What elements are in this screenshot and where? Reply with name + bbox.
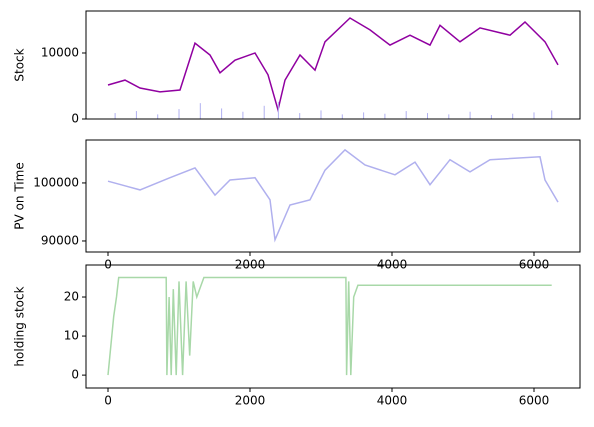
- y-axis-label: PV on Time: [13, 162, 27, 229]
- axes-frame: [85, 139, 581, 253]
- y-tick-label: 100000: [33, 175, 79, 189]
- volume-bar: [533, 112, 535, 119]
- volume-bar: [490, 115, 492, 119]
- volume-bar: [469, 111, 471, 119]
- volume-bar: [551, 110, 553, 119]
- volume-bar: [426, 113, 428, 119]
- y-tick-label: 90000: [41, 233, 79, 247]
- axes-frame: [85, 10, 581, 120]
- volume-bar: [114, 113, 116, 119]
- volume-bar: [512, 113, 514, 119]
- y-tick-label: 20: [64, 290, 79, 304]
- data-line: [107, 17, 559, 113]
- y-axis-label: Stock: [13, 48, 27, 81]
- axes-frame: [85, 264, 581, 389]
- volume-bar: [448, 114, 450, 119]
- y-tick-label: 0: [71, 112, 79, 126]
- volume-bar: [157, 114, 159, 119]
- y-axis-label: holding stock: [13, 286, 27, 366]
- volume-bar: [341, 114, 343, 119]
- x-tick-label: 0: [104, 394, 112, 408]
- volume-bar: [384, 113, 386, 119]
- y-tick-label: 10: [64, 329, 79, 343]
- volume-bar: [178, 109, 180, 119]
- volume-bar: [221, 108, 223, 119]
- volume-bar: [320, 110, 322, 119]
- volume-bar: [242, 111, 244, 119]
- data-line: [107, 276, 552, 376]
- volume-bar: [135, 111, 137, 119]
- x-tick-label: 6000: [519, 394, 550, 408]
- volume-bar: [405, 111, 407, 119]
- volume-bar: [363, 112, 365, 119]
- data-line: [107, 148, 559, 243]
- x-tick-label: 4000: [377, 394, 408, 408]
- x-tick-label: 2000: [235, 394, 266, 408]
- volume-bar: [277, 101, 279, 119]
- y-tick-label: 10000: [41, 45, 79, 59]
- volume-bar: [263, 105, 265, 119]
- volume-bar: [199, 103, 201, 119]
- y-tick-label: 0: [71, 368, 79, 382]
- volume-bar: [299, 113, 301, 119]
